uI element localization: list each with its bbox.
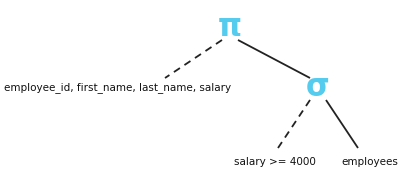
Text: π: π	[218, 13, 242, 42]
Text: employee_id, first_name, last_name, salary: employee_id, first_name, last_name, sala…	[4, 83, 232, 94]
Text: σ: σ	[306, 74, 330, 103]
Text: salary >= 4000: salary >= 4000	[234, 157, 316, 167]
Text: employees: employees	[342, 157, 398, 167]
